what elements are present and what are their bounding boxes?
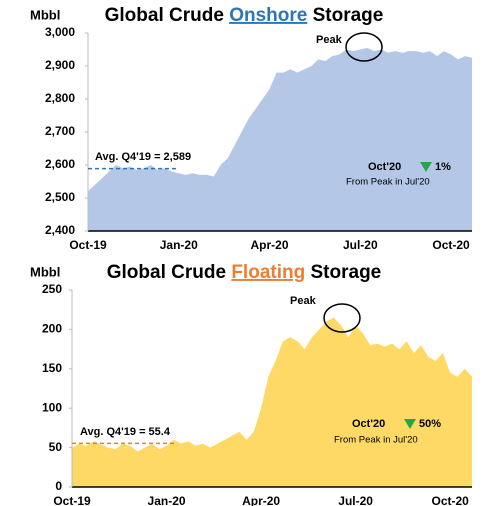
chart: Global Crude Onshore Storage Mbbl 2,400 2,5… xyxy=(30,5,472,252)
title-part: Global Crude xyxy=(105,5,230,26)
change-value: 1% xyxy=(435,161,451,173)
y-tick-label: 2,500 xyxy=(45,190,75,204)
x-tick-label: Jul-20 xyxy=(343,238,378,252)
x-tick-label: Oct-20 xyxy=(432,238,470,252)
chart-title: Global Crude Onshore Storage xyxy=(105,5,384,26)
y-tick-label: 100 xyxy=(42,400,62,414)
x-tick-label: Jul-20 xyxy=(338,494,373,506)
area xyxy=(72,317,472,487)
y-tick-label: 2,400 xyxy=(45,223,75,237)
y-axis-label: Mbbl xyxy=(30,264,60,279)
y-tick-label: 2,800 xyxy=(45,91,75,105)
change-note: From Peak in Jul'20 xyxy=(334,435,418,446)
x-tick-label: Jan-20 xyxy=(148,494,186,506)
y-tick-label: 0 xyxy=(55,479,62,493)
x-tick-label: Apr-20 xyxy=(251,238,289,252)
y-tick-label: 50 xyxy=(49,440,63,454)
peak-circle xyxy=(323,303,361,333)
change-value: 50% xyxy=(419,418,441,430)
change-note: From Peak in Jul'20 xyxy=(346,177,430,188)
down-arrow xyxy=(404,419,416,429)
title-part: Storage xyxy=(305,262,381,283)
y-tick-label: 2,600 xyxy=(45,157,75,171)
y-tick-label: 2,700 xyxy=(45,124,75,138)
x-tick-label: Oct-20 xyxy=(432,494,470,506)
avg-label: Avg. Q4'19 = 2,589 xyxy=(95,151,191,163)
y-tick-label: 250 xyxy=(42,282,62,296)
area xyxy=(88,47,472,231)
peak-label: Peak xyxy=(316,34,343,46)
title-part: Onshore xyxy=(229,5,307,26)
x-tick-label: Oct-19 xyxy=(53,494,91,506)
title-part: Storage xyxy=(307,5,383,26)
y-axis-label: Mbbl xyxy=(30,7,60,22)
x-tick-label: Jan-20 xyxy=(160,238,198,252)
chart-title: Global Crude Floating Storage xyxy=(107,262,382,283)
y-tick-label: 150 xyxy=(42,361,62,375)
x-tick-label: Apr-20 xyxy=(242,494,280,506)
change-period: Oct'20 xyxy=(368,161,401,173)
y-tick-label: 2,900 xyxy=(45,58,75,72)
y-tick-label: 200 xyxy=(42,322,62,336)
peak-label: Peak xyxy=(290,295,317,307)
avg-label: Avg. Q4'19 = 55.4 xyxy=(80,426,171,438)
title-part: Global Crude xyxy=(107,262,232,283)
change-period: Oct'20 xyxy=(352,418,385,430)
x-tick-label: Oct-19 xyxy=(69,238,107,252)
down-arrow xyxy=(420,162,432,172)
y-tick-label: 3,000 xyxy=(45,25,75,39)
title-part: Floating xyxy=(231,262,305,283)
peak-circle xyxy=(345,32,383,62)
chart: Global Crude Floating Storage Mbbl 0 50 100 1… xyxy=(30,262,472,506)
